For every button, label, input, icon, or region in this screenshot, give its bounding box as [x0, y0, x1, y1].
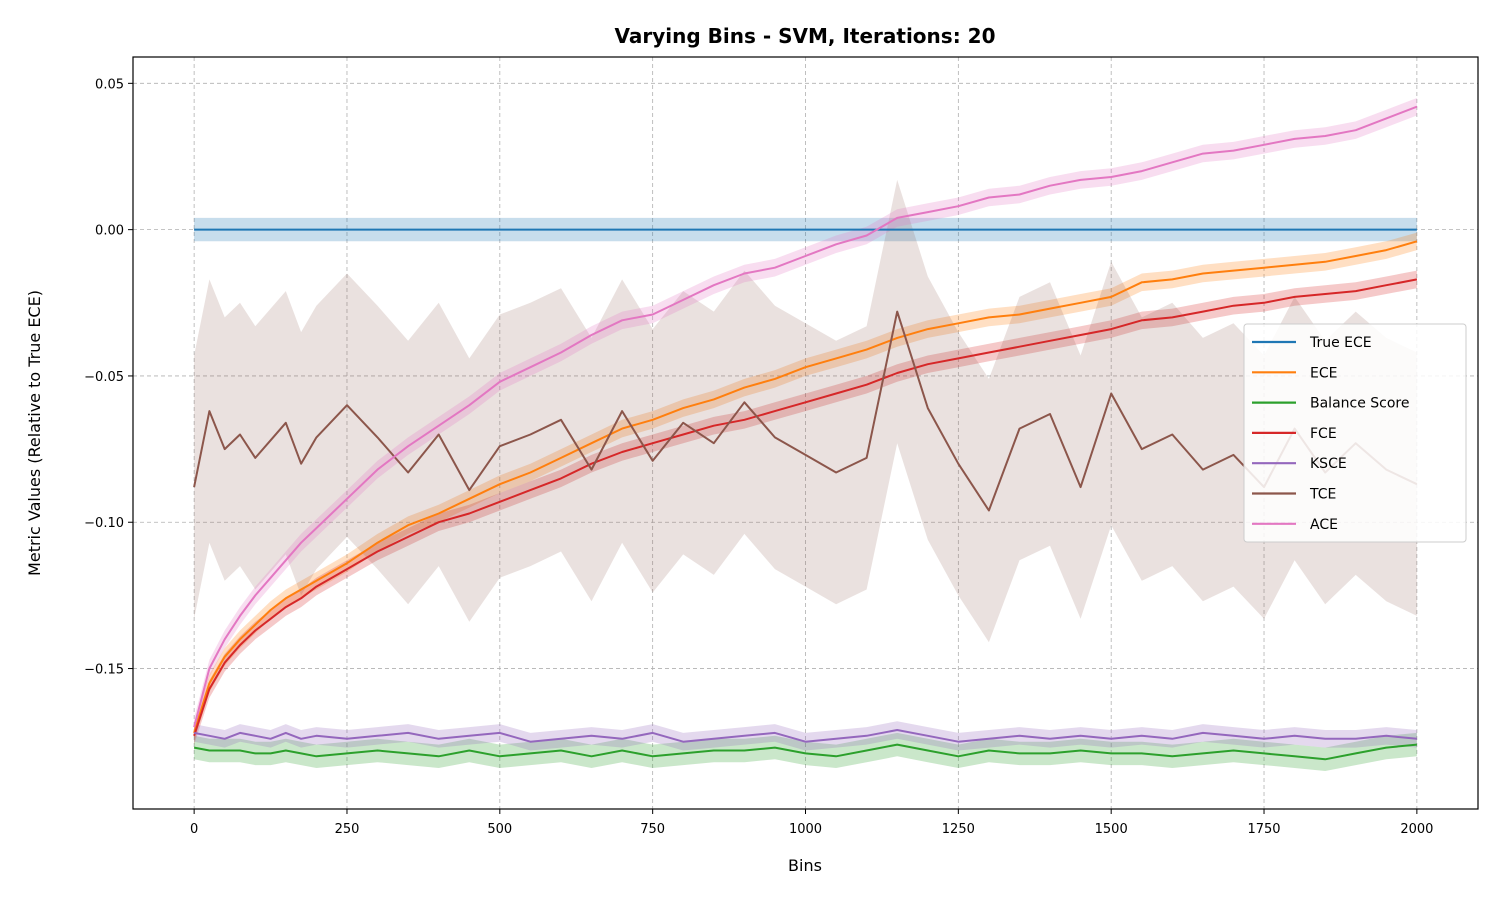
legend-label-ksce: KSCE — [1310, 456, 1347, 472]
y-tick-label: −0.05 — [84, 370, 124, 385]
confidence-band-balance-score — [194, 732, 1417, 771]
chart-title: Varying Bins - SVM, Iterations: 20 — [615, 24, 996, 48]
x-axis-label: Bins — [788, 856, 822, 875]
x-tick-label: 250 — [335, 822, 360, 837]
y-axis-ticks: 0.05 0.00 −0.05 −0.10 −0.15 — [84, 77, 133, 678]
legend-box — [1243, 323, 1467, 543]
legend-label-true-ece: True ECE — [1309, 335, 1372, 351]
legend-label-ece: ECE — [1310, 365, 1337, 381]
series-line-fce — [193, 278, 1418, 737]
legend-label-fce: FCE — [1310, 426, 1337, 442]
x-tick-label: 1500 — [1095, 822, 1128, 837]
series-line-ace — [193, 105, 1418, 728]
y-tick-label: 0.00 — [95, 224, 124, 239]
legend-items: True ECE ECE Balance Score FCE KSCE TCE ACE — [1252, 335, 1410, 533]
x-axis-ticks: 0 250 500 750 1000 1250 1500 1750 2000 — [190, 809, 1433, 837]
y-tick-label: 0.05 — [95, 77, 124, 92]
confidence-band-ksce — [194, 721, 1417, 751]
legend-label-tce: TCE — [1309, 487, 1336, 503]
series-line-balance-score — [193, 743, 1417, 761]
line-layer — [193, 105, 1418, 761]
series-line-ece — [193, 240, 1418, 734]
legend-label-ace: ACE — [1310, 517, 1338, 533]
x-tick-label: 2000 — [1400, 822, 1433, 837]
confidence-band-tce — [194, 179, 1417, 643]
y-tick-label: −0.15 — [84, 663, 124, 678]
series-line-tce — [193, 310, 1418, 512]
legend-label-balance-score: Balance Score — [1310, 396, 1410, 412]
series-line-ksce — [193, 729, 1417, 743]
x-tick-label: 1750 — [1247, 822, 1280, 837]
x-tick-label: 500 — [487, 822, 512, 837]
x-tick-label: 750 — [640, 822, 665, 837]
x-tick-label: 1000 — [789, 822, 822, 837]
x-tick-label: 0 — [190, 822, 198, 837]
y-axis-label: Metric Values (Relative to True ECE) — [25, 290, 44, 576]
x-tick-label: 1250 — [942, 822, 975, 837]
legend: True ECE ECE Balance Score FCE KSCE TCE ACE — [1243, 323, 1467, 543]
y-tick-label: −0.10 — [84, 516, 124, 531]
